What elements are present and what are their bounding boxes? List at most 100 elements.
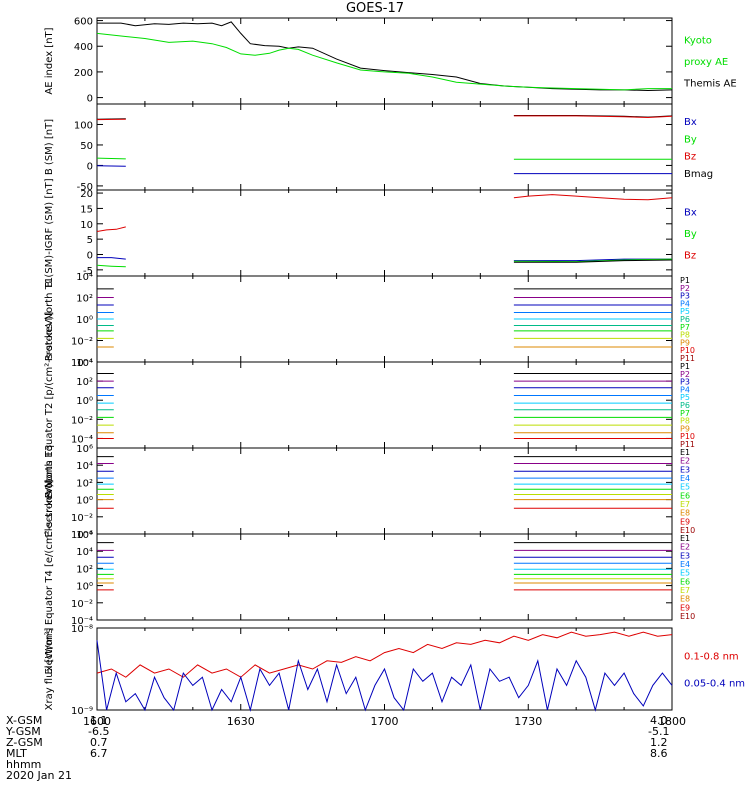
legend-entry: P3 <box>680 292 690 301</box>
orbit-row-label: X-GSM <box>6 714 43 727</box>
legend-entry: Bz <box>684 152 696 163</box>
legend-entry: 0.05-0.4 nm <box>684 679 745 690</box>
y-axis-label: B (SM) [nT] <box>44 119 55 175</box>
y-tick-label: 10⁻⁹ <box>71 706 93 717</box>
legend-entry: P9 <box>680 424 690 433</box>
y-tick-label: 10⁴ <box>76 272 93 283</box>
legend-entry: P6 <box>680 401 690 410</box>
y-tick-label: 10⁻² <box>71 415 93 426</box>
orbit-row-z: Z-GSM 0.7 1.2 <box>6 736 746 749</box>
y-tick-label: 200 <box>74 68 93 79</box>
panel-frame <box>96 17 673 105</box>
orbit-row-label: Z-GSM <box>6 736 43 749</box>
x-tick-label: 1730 <box>514 715 542 728</box>
legend-entry: By <box>684 134 697 145</box>
orbit-row-label: MLT <box>6 747 27 760</box>
y-tick-label: 10⁻² <box>71 513 93 524</box>
series-line <box>513 258 673 263</box>
series-line <box>96 264 126 268</box>
y-tick-label: 10⁶ <box>76 444 93 455</box>
y-tick-label: 10⁻⁸ <box>71 624 93 635</box>
legend-entry: proxy AE <box>684 57 728 68</box>
date-label: 2020 Jan 21 <box>6 769 72 782</box>
orbit-row-end: 1.2 <box>650 736 668 749</box>
legend-entry: E4 <box>680 560 690 569</box>
panel-frame <box>96 361 673 449</box>
y-tick-label: -5 <box>83 266 93 277</box>
y-tick-label: 10² <box>76 377 93 388</box>
y-axis-label: B (SM)-IGRF (SM) [nT] <box>44 178 55 287</box>
orbit-row-end: -5.1 <box>648 725 670 738</box>
y-tick-label: 15 <box>80 204 93 215</box>
orbit-row-hhmm: hhmm <box>6 759 746 771</box>
y-tick-label: 10 <box>80 220 93 231</box>
legend-entry: E1 <box>680 448 690 457</box>
panel-frame <box>96 447 673 535</box>
y-tick-label: 0 <box>87 161 93 172</box>
legend-entry: P10 <box>680 346 695 355</box>
legend-entry: E1 <box>680 534 690 543</box>
legend-entry: Bmag <box>684 169 713 180</box>
legend-entry: P7 <box>680 409 690 418</box>
y-tick-label: 10⁻⁴ <box>71 434 93 445</box>
y-tick-label: 10⁰ <box>76 582 93 593</box>
orbit-row-y: Y-GSM -6.5 -5.1 <box>6 725 746 738</box>
series-line <box>96 631 673 678</box>
panel-frame <box>96 103 673 191</box>
y-tick-label: 400 <box>74 42 93 53</box>
orbit-row-start: 0.7 <box>90 736 108 749</box>
y-tick-label: 10⁻² <box>71 599 93 610</box>
legend-entry: P5 <box>680 307 690 316</box>
y-axis-label: Electrons Equator T4 [e/(cm²-s-sr-keV)] <box>44 479 55 674</box>
orbit-row-end: 4.0 <box>650 714 668 727</box>
series-line <box>96 157 126 160</box>
y-tick-label: 10⁻⁴ <box>71 530 93 541</box>
legend-entry: Themis AE <box>683 79 737 90</box>
orbit-row-mlt: MLT 6.7 8.6 <box>6 747 746 760</box>
y-axis-label: Electrons North T3 <box>44 444 55 537</box>
series-line <box>96 640 673 712</box>
y-tick-label: 5 <box>87 235 93 246</box>
legend-entry: E8 <box>680 595 690 604</box>
legend-entry: E3 <box>680 465 690 474</box>
y-tick-label: 50 <box>80 141 93 152</box>
orbit-row-start: 6.7 <box>90 747 108 760</box>
legend-entry: E7 <box>680 586 690 595</box>
legend-entry: P3 <box>680 378 690 387</box>
legend-entry: P4 <box>680 385 690 394</box>
legend-entry: 0.1-0.8 nm <box>684 651 739 662</box>
legend-entry: P2 <box>680 284 690 293</box>
series-line <box>513 194 673 201</box>
legend-entry: Kyoto <box>684 36 712 47</box>
legend-entry: P5 <box>680 393 690 402</box>
y-tick-label: 0 <box>87 94 93 105</box>
legend-entry: P9 <box>680 338 690 347</box>
legend-entry: E4 <box>680 474 690 483</box>
legend-entry: E7 <box>680 500 690 509</box>
y-tick-label: 0 <box>87 251 93 262</box>
y-tick-label: 10⁴ <box>76 358 93 369</box>
y-tick-label: 10⁰ <box>76 496 93 507</box>
y-tick-label: 10² <box>76 564 93 575</box>
legend-entry: P8 <box>680 417 690 426</box>
panel-frame <box>96 533 673 621</box>
y-axis-label: Protons Equator T2 [p/(cm²-s-sr-keV)] <box>44 312 55 499</box>
legend-entry: Bx <box>684 117 697 128</box>
y-tick-label: 600 <box>74 17 93 28</box>
panel-frame <box>96 189 673 277</box>
legend-entry: E9 <box>680 517 690 526</box>
legend-entry: P2 <box>680 370 690 379</box>
legend-entry: E2 <box>680 457 690 466</box>
legend-entry: E5 <box>680 569 690 578</box>
legend-entry: Bz <box>684 251 696 262</box>
y-tick-label: 20 <box>80 189 93 200</box>
legend-entry: P7 <box>680 323 690 332</box>
y-tick-label: 10⁴ <box>76 461 93 472</box>
y-tick-label: 100 <box>74 120 93 131</box>
legend-entry: E10 <box>680 526 695 535</box>
legend-entry: P11 <box>680 440 695 449</box>
legend-entry: P1 <box>680 276 690 285</box>
orbit-row-x: X-GSM 1.1 4.0 <box>6 714 746 727</box>
y-axis-label: Protons North T1 <box>44 277 55 361</box>
